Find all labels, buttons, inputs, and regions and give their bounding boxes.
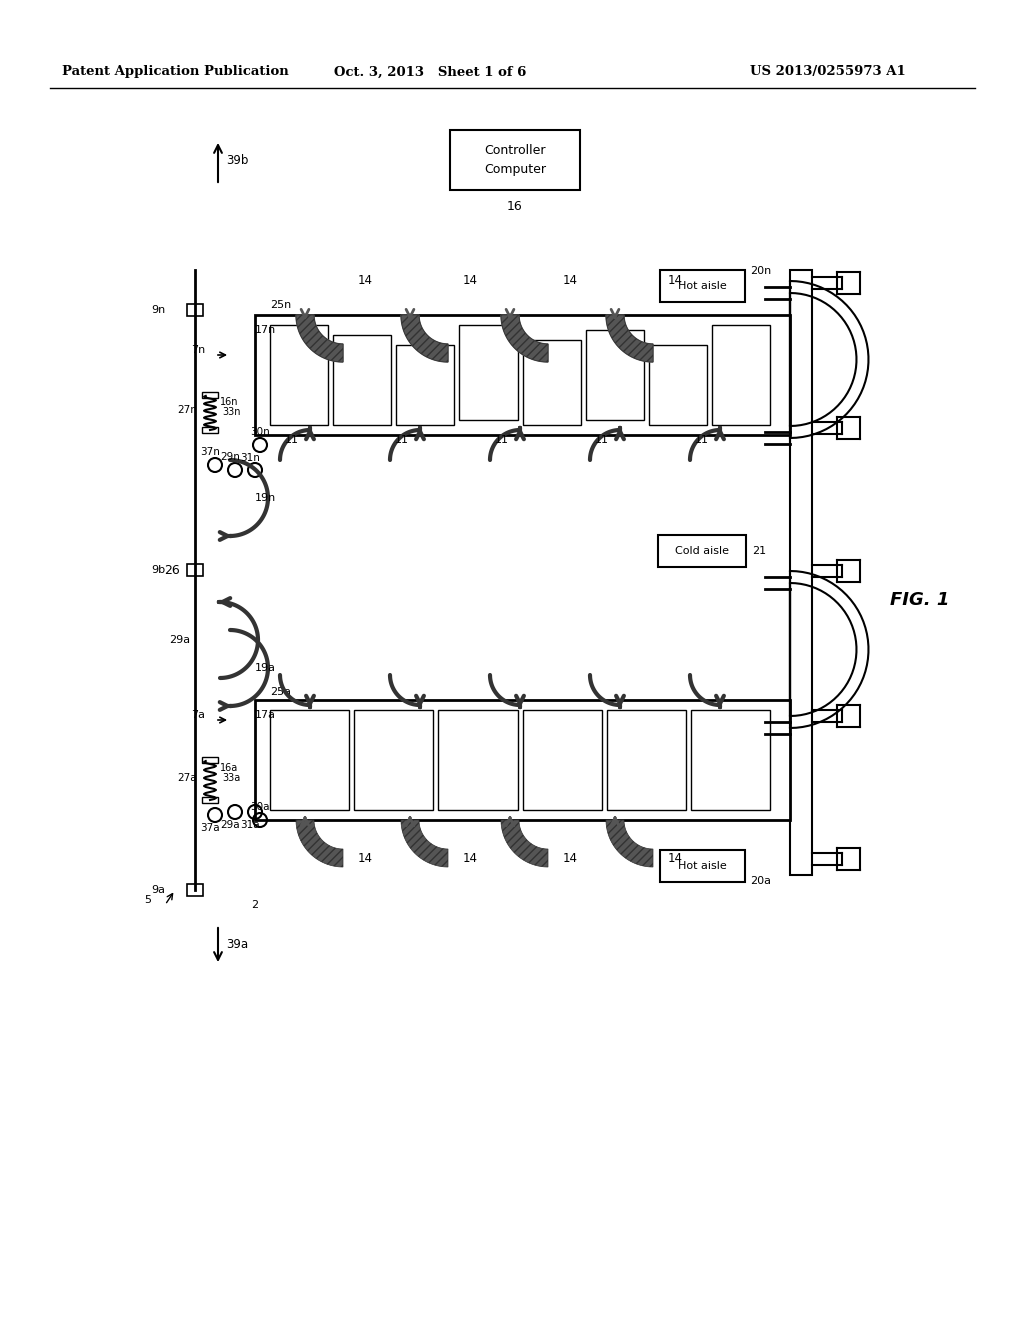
Polygon shape <box>501 315 548 362</box>
Text: 7a: 7a <box>191 710 205 719</box>
Bar <box>660 271 745 302</box>
Bar <box>712 325 770 425</box>
Text: 27n: 27n <box>177 405 197 414</box>
Bar <box>649 345 707 425</box>
Text: US 2013/0255973 A1: US 2013/0255973 A1 <box>750 66 906 78</box>
Polygon shape <box>296 315 343 362</box>
Text: Oct. 3, 2013   Sheet 1 of 6: Oct. 3, 2013 Sheet 1 of 6 <box>334 66 526 78</box>
Bar <box>333 335 391 425</box>
Text: 30n: 30n <box>250 426 270 437</box>
Bar <box>270 710 349 810</box>
Polygon shape <box>606 820 653 867</box>
Text: 9a: 9a <box>151 884 165 895</box>
Text: 17a: 17a <box>255 710 276 719</box>
Text: 11: 11 <box>595 436 609 445</box>
Text: 29a: 29a <box>220 820 240 830</box>
Text: 11: 11 <box>395 436 409 445</box>
Text: 16a: 16a <box>220 763 239 774</box>
Text: 14: 14 <box>357 851 373 865</box>
Text: 11: 11 <box>495 436 509 445</box>
Text: Cold aisle: Cold aisle <box>675 546 729 556</box>
Text: Controller
Computer: Controller Computer <box>484 144 546 176</box>
Bar <box>202 426 218 433</box>
Polygon shape <box>606 315 653 362</box>
Bar <box>270 325 328 425</box>
Bar <box>790 271 812 875</box>
Bar <box>450 129 580 190</box>
Text: Hot aisle: Hot aisle <box>678 281 727 290</box>
Text: 27a: 27a <box>177 774 197 783</box>
Text: 31a: 31a <box>241 820 260 830</box>
Text: 19n: 19n <box>255 492 276 503</box>
Bar <box>438 710 517 810</box>
Polygon shape <box>296 315 343 362</box>
Bar <box>187 564 203 576</box>
Bar <box>202 797 218 803</box>
Text: 14: 14 <box>463 273 477 286</box>
Text: Hot aisle: Hot aisle <box>678 861 727 871</box>
Bar <box>202 392 218 399</box>
Text: 20a: 20a <box>750 876 771 886</box>
Text: 20n: 20n <box>750 267 771 276</box>
Text: 14: 14 <box>562 851 578 865</box>
Text: 33n: 33n <box>222 407 241 417</box>
Text: 7n: 7n <box>190 345 205 355</box>
Text: 39a: 39a <box>226 939 248 952</box>
Text: 37a: 37a <box>200 822 220 833</box>
Text: 14: 14 <box>357 273 373 286</box>
Text: 37n: 37n <box>200 447 220 457</box>
Bar <box>460 325 517 420</box>
Text: 14: 14 <box>668 851 683 865</box>
Text: 9b: 9b <box>151 565 165 576</box>
Text: 2: 2 <box>252 900 259 909</box>
Bar <box>586 330 644 420</box>
Text: 19a: 19a <box>255 663 276 673</box>
Bar <box>691 710 770 810</box>
Text: 39b: 39b <box>226 153 249 166</box>
Text: 30a: 30a <box>250 803 269 812</box>
Bar <box>658 535 746 568</box>
Bar <box>522 710 602 810</box>
Text: 21: 21 <box>752 546 766 556</box>
Text: 25a: 25a <box>270 686 291 697</box>
Text: Patent Application Publication: Patent Application Publication <box>62 66 289 78</box>
Bar <box>202 756 218 763</box>
Polygon shape <box>501 315 548 362</box>
Polygon shape <box>606 315 653 362</box>
Bar <box>255 315 790 436</box>
Text: 5: 5 <box>144 895 152 906</box>
Text: 29a: 29a <box>169 635 190 645</box>
Text: 11: 11 <box>285 436 299 445</box>
Text: 31n: 31n <box>240 453 260 463</box>
Bar <box>187 884 203 896</box>
Text: 14: 14 <box>668 273 683 286</box>
Bar <box>606 710 686 810</box>
Text: 9n: 9n <box>151 305 165 315</box>
Text: 16: 16 <box>507 199 523 213</box>
Text: 33a: 33a <box>222 774 241 783</box>
Polygon shape <box>401 820 449 867</box>
Text: 11: 11 <box>695 436 709 445</box>
Text: 29n: 29n <box>220 451 240 462</box>
Bar <box>255 700 790 820</box>
Bar <box>354 710 433 810</box>
Text: 14: 14 <box>463 851 477 865</box>
Text: 16n: 16n <box>220 397 239 407</box>
Text: FIG. 1: FIG. 1 <box>890 591 949 609</box>
Bar <box>522 341 581 425</box>
Polygon shape <box>401 315 449 362</box>
Text: 25n: 25n <box>270 300 291 310</box>
Text: 26: 26 <box>164 564 180 577</box>
Text: 17n: 17n <box>255 325 276 335</box>
Bar <box>660 850 745 882</box>
Bar <box>396 345 455 425</box>
Polygon shape <box>296 820 343 867</box>
Bar <box>187 304 203 315</box>
Text: 14: 14 <box>562 273 578 286</box>
Polygon shape <box>501 820 548 867</box>
Polygon shape <box>401 315 449 362</box>
